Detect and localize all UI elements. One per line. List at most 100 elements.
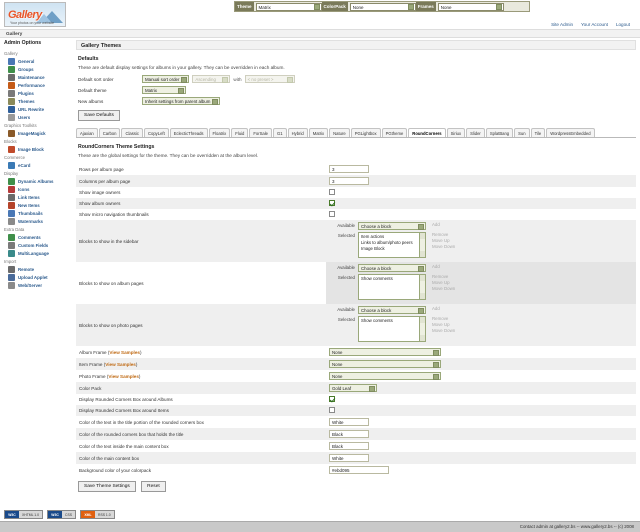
move-down-button[interactable]: Move Down (432, 286, 456, 291)
theme-toolbar-select-theme[interactable]: Matrix (255, 2, 322, 11)
selected-blocks-listbox[interactable]: Show comments (358, 274, 426, 300)
sidebar-item-maintenance[interactable]: Maintenance (2, 73, 74, 81)
remove-block-button[interactable]: Remove (432, 232, 449, 237)
text-input[interactable]: White (329, 418, 369, 426)
available-block-select[interactable]: Choose a block (358, 222, 426, 230)
list-item[interactable]: Image Block (361, 246, 385, 251)
scrollbar[interactable] (419, 275, 425, 299)
tab-pgtheme[interactable]: PGtheme (381, 128, 408, 137)
save-theme-settings-button[interactable]: Save Theme Settings (78, 481, 136, 492)
default-sort-order-select[interactable]: Manual sort order (142, 75, 190, 83)
header-link-site-admin[interactable]: Site Admin (551, 22, 574, 27)
tab-fluid[interactable]: Fluid (231, 128, 249, 137)
sidebar-item-themes[interactable]: Themes (2, 97, 74, 105)
scrollbar[interactable] (419, 233, 425, 257)
default-theme-select[interactable]: Matrix (142, 86, 186, 94)
tab-roundcorners[interactable]: RoundCorners (408, 128, 446, 137)
header-link-your-account[interactable]: Your Account (581, 22, 608, 27)
move-up-button[interactable]: Move Up (432, 238, 450, 243)
list-item[interactable]: Show comments (361, 318, 393, 323)
scrollbar[interactable] (419, 317, 425, 341)
available-block-select[interactable]: Choose a block (358, 264, 426, 272)
scroll-down-icon[interactable] (420, 335, 425, 341)
sidebar-item-thumbnails[interactable]: Thumbnails (2, 209, 74, 217)
view-samples-link[interactable]: View Samples (109, 349, 140, 355)
sidebar-item-upload-applet[interactable]: Upload Applet (2, 273, 74, 281)
sidebar-item-comments[interactable]: Comments (2, 233, 74, 241)
tab-sun[interactable]: Sun (514, 128, 530, 137)
tab-pglightbox[interactable]: PGLightbox (350, 128, 381, 137)
move-up-button[interactable]: Move Up (432, 322, 450, 327)
frame-select[interactable]: None (329, 360, 441, 368)
tab-eclecticthreads[interactable]: EclecticThreads (169, 128, 208, 137)
view-samples-link[interactable]: View Samples (105, 361, 136, 367)
scroll-down-icon[interactable] (420, 251, 425, 257)
tab-g1[interactable]: G1 (273, 128, 287, 137)
breadcrumb-gallery[interactable]: Gallery (6, 32, 23, 37)
checkbox[interactable] (329, 189, 335, 195)
sidebar-item-imagemagick[interactable]: ImageMagick (2, 129, 74, 137)
frame-select[interactable]: Gold Leaf (329, 384, 377, 392)
sidebar-item-custom-fields[interactable]: Custom Fields (2, 241, 74, 249)
sidebar-item-ecard[interactable]: eCard (2, 161, 74, 169)
text-input[interactable]: #ebd095 (329, 466, 389, 474)
tab-nature[interactable]: Nature (329, 128, 350, 137)
sidebar-item-new-items[interactable]: New Items (2, 201, 74, 209)
scroll-up-icon[interactable] (420, 317, 425, 323)
new-albums-select[interactable]: Inherit settings from parent album (142, 97, 221, 105)
sort-preset-select[interactable]: < no preset > (244, 75, 295, 83)
scroll-up-icon[interactable] (420, 275, 425, 281)
sidebar-item-multilanguage[interactable]: MultiLanguage (2, 249, 74, 257)
tab-floatrix[interactable]: Floatrix (208, 128, 231, 137)
sidebar-item-image-block[interactable]: Image Block (2, 145, 74, 153)
tab-carbon[interactable]: Carbon (98, 128, 121, 137)
text-input[interactable]: Black (329, 442, 369, 450)
tab-siriux[interactable]: Siriux (446, 128, 466, 137)
tab-splatbang[interactable]: SplatBang (485, 128, 514, 137)
validation-badge[interactable]: XML RSS 1.0 (80, 510, 115, 519)
checkbox[interactable] (329, 407, 335, 413)
move-up-button[interactable]: Move Up (432, 280, 450, 285)
view-samples-link[interactable]: View Samples (108, 373, 139, 379)
text-input[interactable]: 3 (329, 177, 369, 185)
scroll-down-icon[interactable] (420, 293, 425, 299)
reset-button[interactable]: Reset (141, 481, 166, 492)
list-item[interactable]: Show comments (361, 276, 393, 281)
sidebar-item-url-rewrite[interactable]: URL Rewrite (2, 105, 74, 113)
add-block-button[interactable]: Add (432, 264, 440, 269)
tab-tile[interactable]: Tile (530, 128, 546, 137)
sidebar-item-remote[interactable]: Remote (2, 265, 74, 273)
checkbox[interactable] (329, 200, 335, 206)
tab-copyleft[interactable]: CopyLeft (143, 128, 169, 137)
tab-classic[interactable]: Classic (121, 128, 143, 137)
selected-blocks-listbox[interactable]: Show comments (358, 316, 426, 342)
selected-blocks-listbox[interactable]: Item actions Links to album/photo peers Im… (358, 232, 426, 258)
frame-select[interactable]: None (329, 348, 441, 356)
validation-badge[interactable]: W3C CSS (47, 510, 77, 519)
tab-forsale[interactable]: ForSale (249, 128, 273, 137)
sidebar-item-plugins[interactable]: Plugins (2, 89, 74, 97)
remove-block-button[interactable]: Remove (432, 274, 449, 279)
theme-toolbar-select-colorpack[interactable]: None (349, 2, 416, 11)
sort-direction-select[interactable]: Ascending (192, 75, 231, 83)
tab-wordpressembedded[interactable]: WordpressEmbedded (546, 128, 595, 137)
sidebar-item-link-items[interactable]: Link Items (2, 193, 74, 201)
move-down-button[interactable]: Move Down (432, 328, 456, 333)
validation-badge[interactable]: W3C XHTML 1.0 (4, 510, 44, 519)
tab-matrix[interactable]: Matrix (308, 128, 329, 137)
move-down-button[interactable]: Move Down (432, 244, 456, 249)
frame-select[interactable]: None (329, 372, 441, 380)
tab-hybrid[interactable]: Hybrid (287, 128, 308, 137)
text-input[interactable]: Black (329, 430, 369, 438)
header-link-logout[interactable]: Logout (615, 22, 630, 27)
scroll-up-icon[interactable] (420, 233, 425, 239)
sidebar-item-groups[interactable]: Groups (2, 65, 74, 73)
sidebar-item-watermarks[interactable]: Watermarks (2, 217, 74, 225)
sidebar-item-web-server[interactable]: Web/Server (2, 281, 74, 289)
tab-ajaxian[interactable]: Ajaxian (76, 128, 98, 137)
add-block-button[interactable]: Add (432, 222, 440, 227)
sidebar-item-dynamic-albums[interactable]: Dynamic Albums (2, 177, 74, 185)
available-block-select[interactable]: Choose a block (358, 306, 426, 314)
save-defaults-button[interactable]: Save Defaults (78, 110, 120, 121)
remove-block-button[interactable]: Remove (432, 316, 449, 321)
